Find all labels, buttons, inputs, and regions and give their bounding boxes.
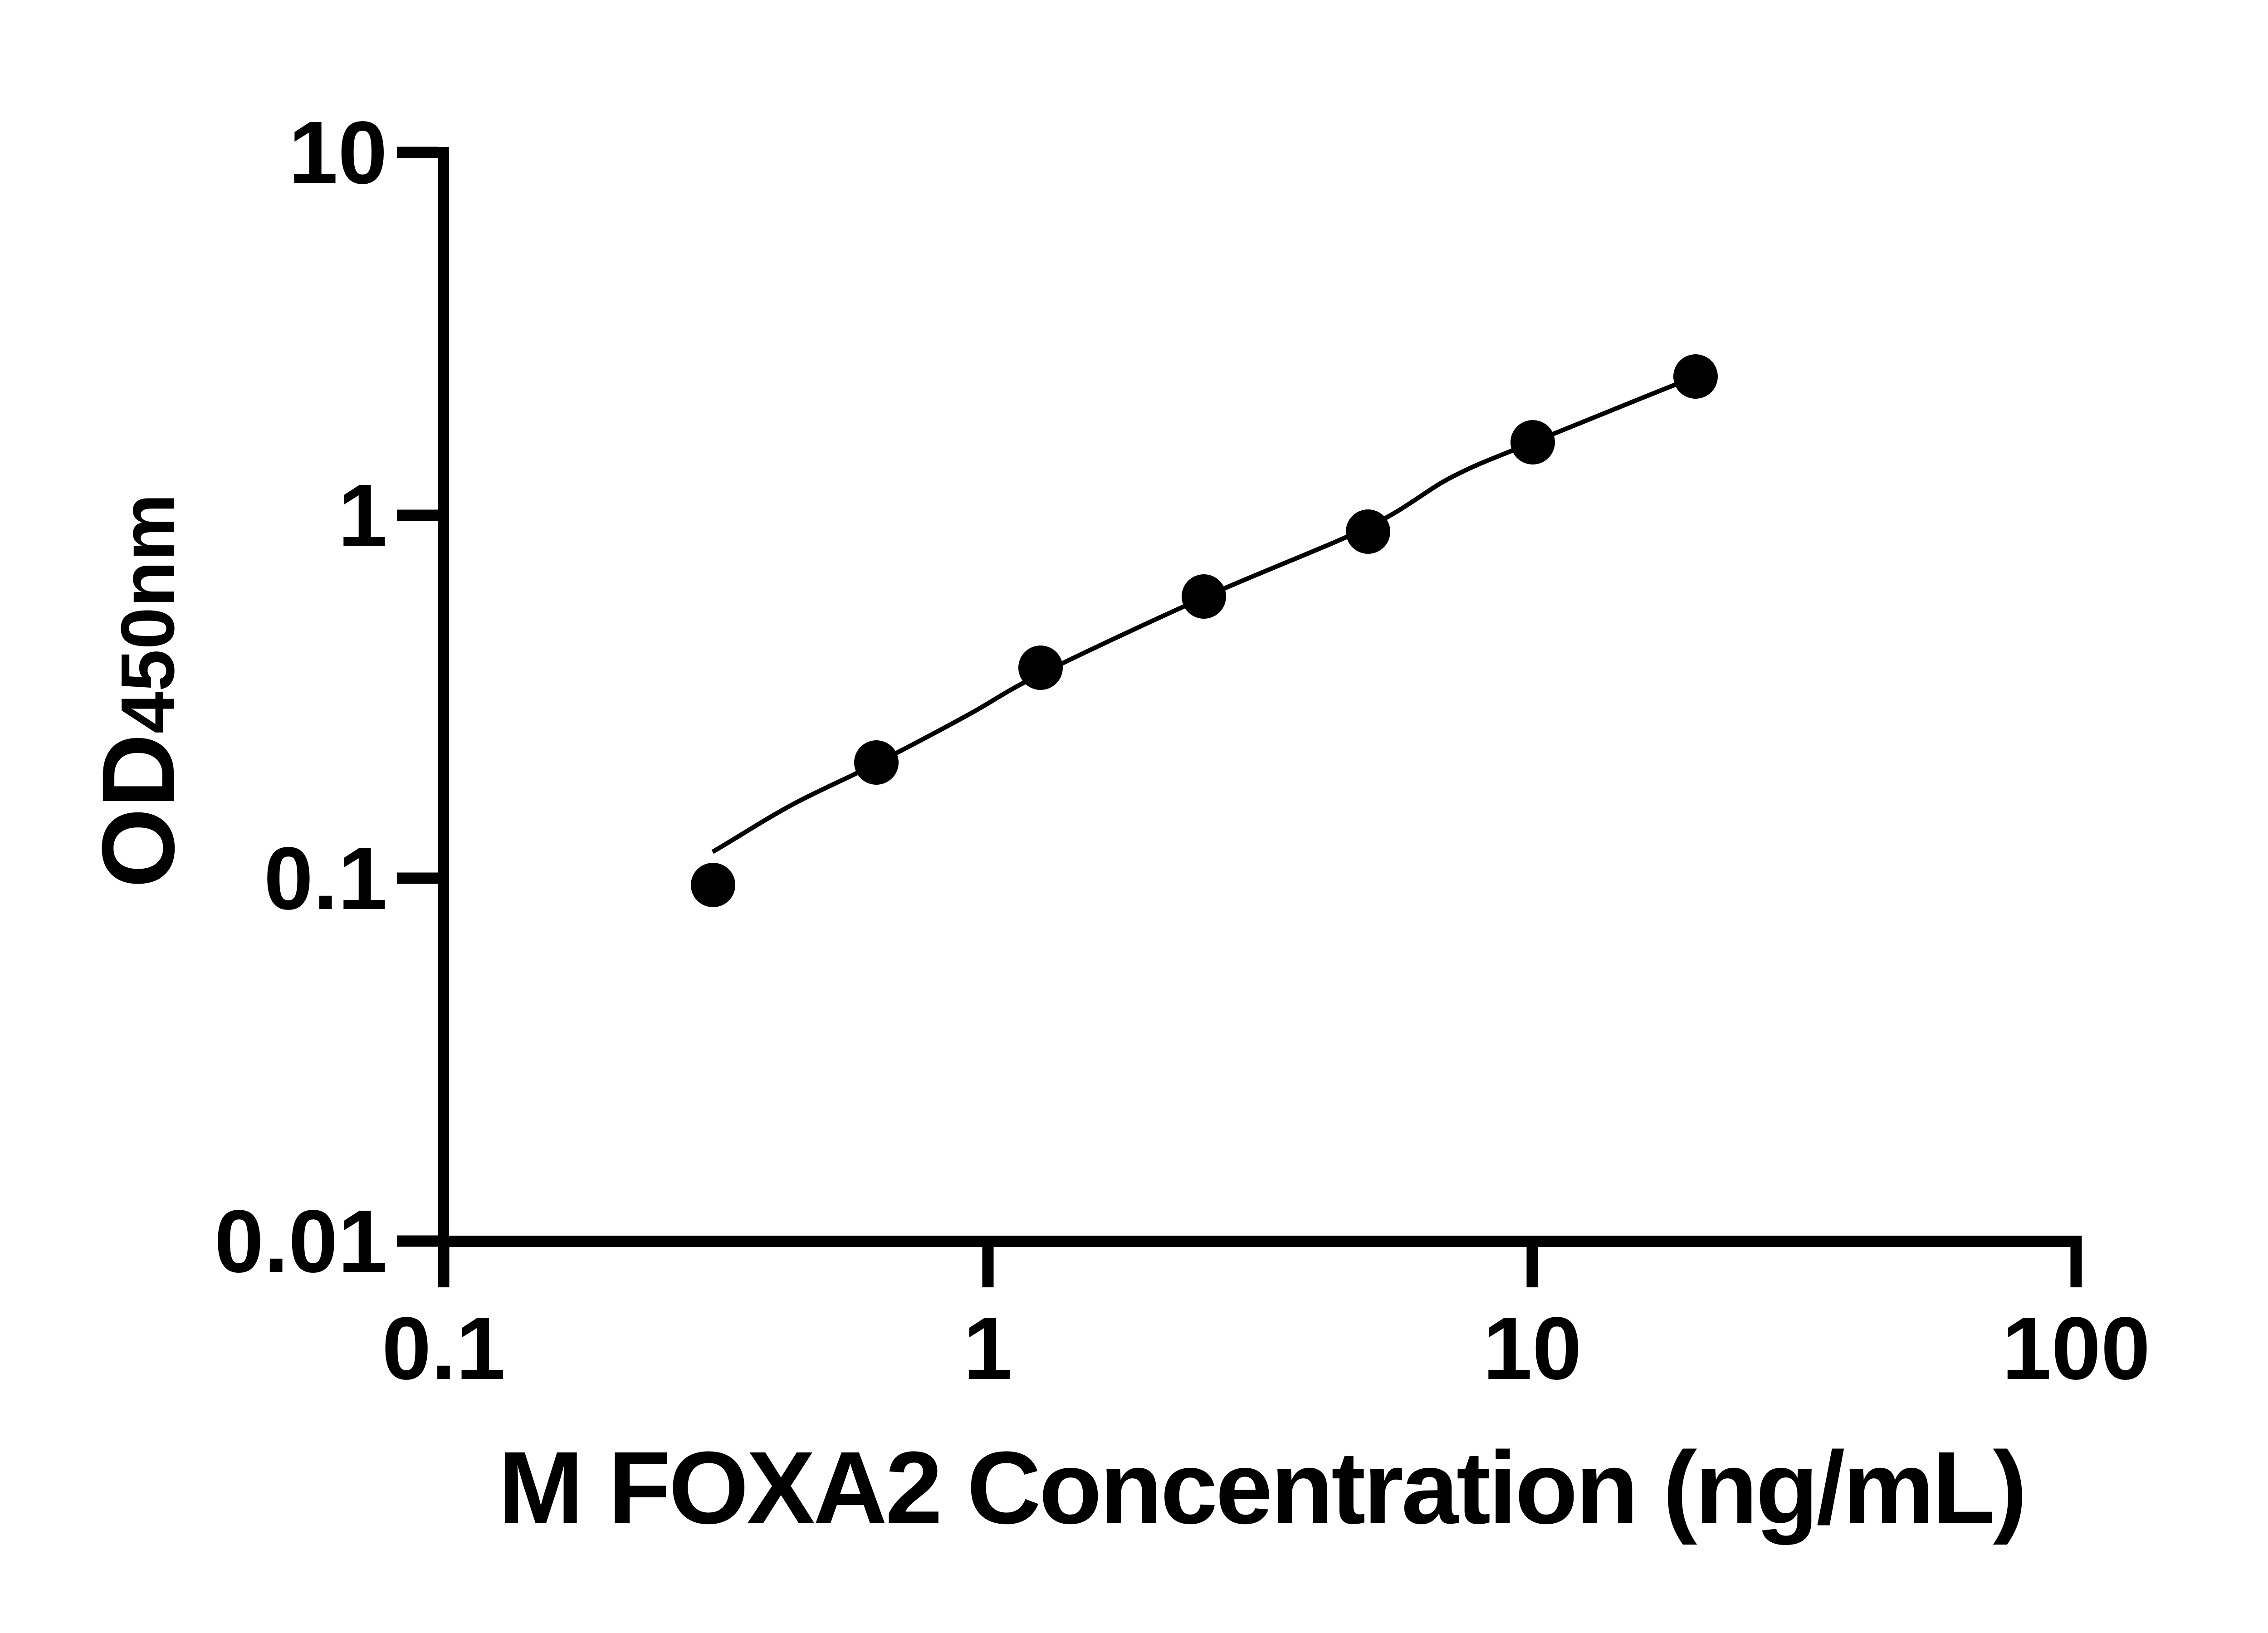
svg-text:10: 10 (288, 103, 387, 202)
svg-text:100: 100 (2002, 1299, 2150, 1398)
svg-text:0.1: 0.1 (382, 1299, 505, 1398)
svg-text:M FOXA2 Concentration (ng/mL): M FOXA2 Concentration (ng/mL) (498, 1431, 2025, 1545)
svg-text:0.1: 0.1 (264, 829, 387, 928)
svg-text:1: 1 (338, 466, 387, 565)
svg-text:0.01: 0.01 (215, 1192, 387, 1291)
svg-text:1: 1 (963, 1299, 1012, 1398)
svg-text:10: 10 (1483, 1299, 1582, 1398)
